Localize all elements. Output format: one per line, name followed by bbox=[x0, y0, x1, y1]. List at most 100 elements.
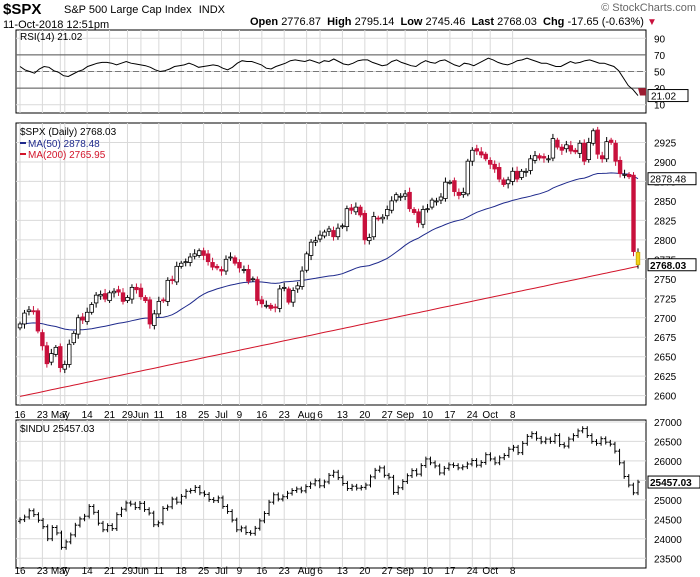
x-tick-label: Jul bbox=[215, 566, 228, 577]
spx-candle-body bbox=[380, 216, 385, 220]
spx-candle-body bbox=[438, 196, 444, 201]
spx-candle-body bbox=[317, 234, 323, 240]
open-label: Open bbox=[250, 16, 279, 28]
rsi-oversold-fill bbox=[638, 88, 646, 96]
spx-candle-body bbox=[304, 253, 309, 271]
spx-tick-label: 2600 bbox=[654, 392, 677, 403]
spx-candle-body bbox=[452, 180, 457, 192]
spx-candle-body bbox=[371, 216, 376, 238]
spx-candle-body bbox=[447, 181, 453, 184]
indu-tick-label: 26000 bbox=[654, 457, 682, 468]
spx-candle-body bbox=[282, 286, 287, 289]
x-tick-label: 13 bbox=[337, 566, 349, 577]
x-tick-label: Jun bbox=[133, 410, 149, 421]
spx-candle-body bbox=[483, 153, 488, 160]
indu-tick-label: 24000 bbox=[654, 535, 682, 546]
rsi-line bbox=[19, 57, 639, 96]
x-tick-label: 7 bbox=[62, 566, 68, 577]
rsi-tick-label: 10 bbox=[654, 101, 666, 112]
spx-tick-label: 2675 bbox=[654, 333, 677, 344]
spx-candle-body bbox=[268, 304, 273, 309]
spx-candle-body bbox=[550, 138, 556, 159]
spx-candle-body bbox=[62, 364, 67, 370]
x-tick-label: 23 bbox=[279, 566, 291, 577]
x-tick-label: 25 bbox=[198, 566, 210, 577]
spx-tick-label: 2700 bbox=[654, 314, 677, 325]
spx-last-tag bbox=[647, 258, 697, 272]
spx-candle-body bbox=[241, 269, 247, 271]
spx-candle-body bbox=[523, 170, 529, 173]
spx-candle-body bbox=[362, 212, 368, 241]
spx-candle-body bbox=[161, 299, 166, 302]
spx-candle-body bbox=[49, 353, 54, 363]
spx-tick-label: 2850 bbox=[654, 197, 677, 208]
spx-candle-body bbox=[125, 297, 130, 302]
ma200-line bbox=[19, 265, 639, 397]
x-tick-label: 20 bbox=[359, 566, 371, 577]
spx-candle-body bbox=[541, 156, 547, 159]
spx-candle-body bbox=[22, 312, 27, 325]
spx-tick-label: 2800 bbox=[654, 236, 677, 247]
spx-candle-body bbox=[532, 155, 538, 161]
spx-tick-label: 2825 bbox=[654, 216, 677, 227]
spx-candle-body bbox=[617, 159, 623, 175]
ma50-legend-text: MA(50) 2878.48 bbox=[28, 139, 100, 150]
spx-candle-body bbox=[456, 191, 462, 196]
spx-candle-body bbox=[223, 258, 229, 272]
spx-candle-body bbox=[389, 200, 394, 211]
spx-candle-body bbox=[93, 294, 99, 304]
x-tick-label: 25 bbox=[198, 410, 210, 421]
x-tick-label: 8 bbox=[510, 410, 516, 421]
spx-candle-body bbox=[143, 297, 148, 302]
rsi-tick-label: 70 bbox=[654, 51, 666, 62]
high-label: High bbox=[327, 16, 352, 28]
spx-candle-body bbox=[344, 208, 350, 228]
spx-candle-body bbox=[273, 306, 278, 309]
spx-candle-body bbox=[514, 170, 520, 180]
spx-tick-label: 2725 bbox=[654, 294, 677, 305]
spx-candle-body bbox=[577, 142, 582, 154]
spx-candle-body bbox=[286, 288, 291, 303]
x-tick-label: 27 bbox=[382, 410, 394, 421]
spx-candle-body bbox=[604, 141, 609, 160]
spx-candle-body bbox=[80, 316, 85, 321]
indu-last-tag bbox=[647, 475, 700, 489]
spx-candle-body bbox=[277, 288, 282, 309]
indu-panel-frame bbox=[15, 419, 647, 569]
spx-candle-body bbox=[335, 227, 341, 238]
spx-candle-body bbox=[385, 209, 390, 217]
rsi-value-text: 21.02 bbox=[651, 92, 676, 103]
spx-candle-body bbox=[510, 170, 515, 182]
spx-candle-body bbox=[98, 293, 103, 297]
spx-candle-body bbox=[322, 231, 327, 237]
spx-candle-body bbox=[138, 287, 144, 298]
spx-candle-body bbox=[299, 270, 305, 287]
x-tick-label: 24 bbox=[467, 566, 479, 577]
indu-tick-label: 27000 bbox=[654, 418, 682, 429]
spx-candle-body bbox=[44, 345, 50, 365]
x-tick-label: 11 bbox=[154, 410, 165, 421]
x-tick-label: 27 bbox=[382, 566, 394, 577]
spx-candle-body bbox=[71, 332, 76, 344]
description-text: S&P 500 Large Cap Index bbox=[64, 4, 192, 16]
x-tick-label: Sep bbox=[396, 410, 414, 421]
rsi-tick-label: 90 bbox=[654, 34, 666, 45]
x-tick-label: 18 bbox=[176, 410, 188, 421]
spx-candle-body bbox=[187, 256, 193, 263]
rsi-tick-label: 50 bbox=[654, 68, 666, 79]
spx-candle-body bbox=[501, 179, 506, 185]
spx-candle-body bbox=[228, 256, 233, 259]
spx-candle-body bbox=[429, 199, 435, 208]
x-tick-label: 29 bbox=[122, 566, 134, 577]
spx-title: $SPX (Daily) 2768.03 bbox=[20, 127, 117, 138]
x-tick-label: Oct bbox=[482, 410, 498, 421]
spx-candle-body bbox=[196, 250, 202, 256]
x-tick-label: 21 bbox=[104, 566, 116, 577]
spx-candle-body bbox=[165, 279, 170, 302]
spx-candle-body bbox=[582, 142, 587, 162]
spx-candle-body bbox=[147, 299, 153, 325]
spx-tick-label: 2650 bbox=[654, 353, 677, 364]
x-tick-label: 10 bbox=[422, 566, 434, 577]
spx-candle-body bbox=[443, 181, 448, 199]
spx-candle-body bbox=[326, 228, 332, 232]
